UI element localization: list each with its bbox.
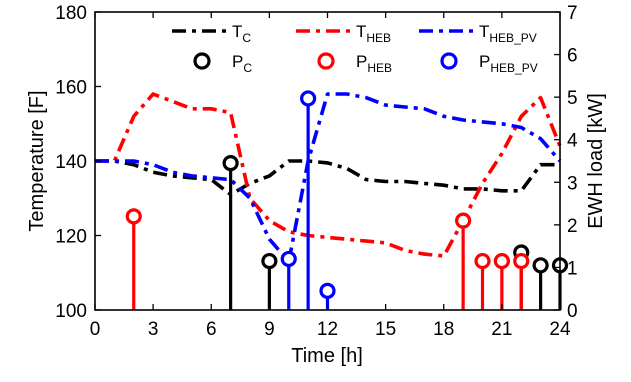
legend-label: THEB_PV [479, 22, 537, 45]
y2-tick-label: 1 [567, 258, 578, 279]
legend-label-main: T [356, 22, 366, 41]
y2-tick-label: 4 [567, 131, 578, 152]
legend-marker-swatch [440, 52, 458, 70]
legend-label: PHEB [356, 52, 392, 75]
y2-tick-label: 2 [567, 216, 578, 237]
legend-marker-swatch [193, 52, 211, 70]
legend-marker-swatch [317, 52, 335, 70]
stem-marker-P-heb [125, 208, 142, 225]
stem-marker-P-heb-pv [280, 250, 297, 268]
y-tick-label: 160 [55, 78, 87, 99]
x-tick-label: 0 [90, 319, 101, 340]
legend-label-main: P [232, 52, 243, 71]
legend-label-sub: HEB [366, 31, 391, 45]
y2-tick-label: 0 [567, 301, 578, 322]
y-tick-label: 100 [55, 301, 87, 322]
legend-label-sub: HEB_PV [489, 31, 536, 45]
y-axis-title: Temperature [F] [26, 90, 48, 231]
stem-marker-P-c [532, 257, 549, 274]
legend-label-main: P [479, 52, 490, 71]
legend-label: PC [232, 52, 252, 75]
y-tick-label: 120 [55, 227, 87, 248]
y2-tick-label: 3 [567, 173, 578, 194]
x-tick-label: 12 [317, 319, 338, 340]
x-tick-label: 21 [491, 319, 512, 340]
stem-marker-P-heb [493, 252, 510, 270]
y2-tick-label: 5 [567, 88, 578, 109]
legend-label-sub: HEB_PV [490, 61, 537, 75]
series-line-T-heb-pv [95, 92, 562, 264]
y2-tick-label: 6 [567, 46, 578, 67]
stem-marker-P-heb [474, 252, 491, 270]
legend-label-main: T [232, 22, 242, 41]
legend-label-main: T [479, 22, 489, 41]
stem-marker-P-c [222, 155, 239, 172]
x-axis-title: Time [h] [291, 345, 363, 367]
stem-marker-P-heb [513, 252, 530, 270]
stem-marker-P-c [261, 252, 278, 270]
stem-marker-P-heb [455, 212, 472, 229]
x-tick-label: 9 [264, 319, 275, 340]
x-tick-label: 3 [148, 319, 159, 340]
y-tick-label: 180 [55, 3, 87, 24]
legend-label: THEB [356, 22, 391, 45]
x-tick-label: 6 [206, 319, 217, 340]
legend-label-sub: C [243, 61, 252, 75]
stem-marker-P-heb-pv [300, 90, 317, 107]
legend-label-main: P [356, 52, 367, 71]
y-tick-label: 140 [55, 152, 87, 173]
legend-label-sub: HEB [367, 61, 392, 75]
x-tick-label: 18 [433, 319, 454, 340]
legend-label-sub: C [242, 31, 251, 45]
plot-marks [95, 90, 569, 310]
stem-marker-P-heb-pv [319, 282, 336, 299]
y2-axis-title: EWH load [kW] [585, 93, 607, 229]
legend-label: TC [232, 22, 251, 45]
y2-tick-label: 7 [567, 3, 578, 24]
series-line-T-c [95, 159, 560, 197]
legend-label: PHEB_PV [479, 52, 538, 75]
x-tick-label: 15 [375, 319, 396, 340]
x-tick-label: 24 [549, 319, 571, 340]
